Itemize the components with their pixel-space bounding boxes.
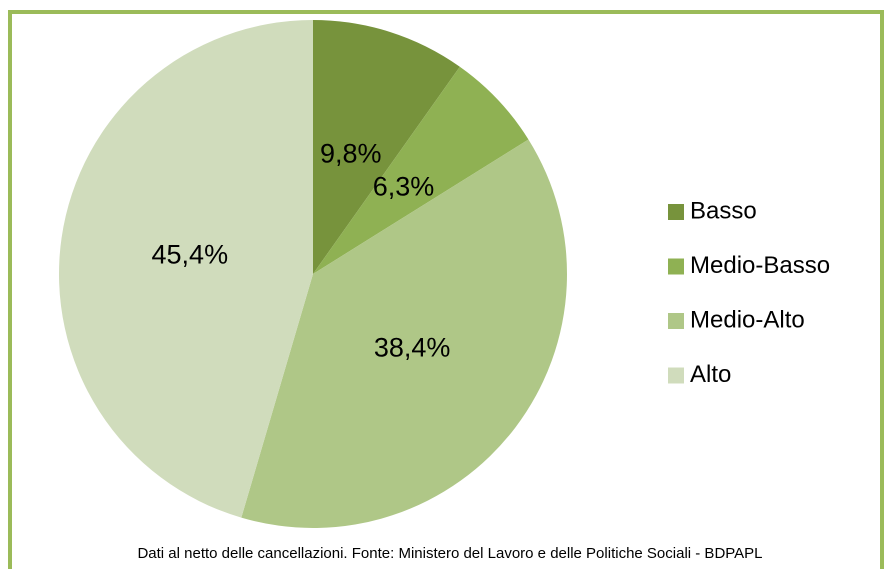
pie-slice <box>58 20 313 518</box>
pie-slice <box>241 139 567 529</box>
legend-swatch <box>668 258 684 275</box>
legend-label: Alto <box>690 361 731 388</box>
footnote: Dati al netto delle cancellazioni. Fonte… <box>137 545 762 562</box>
data-label: 45,4% <box>152 239 229 269</box>
data-label: 6,3% <box>373 172 435 202</box>
legend-label: Medio-Alto <box>690 306 805 333</box>
legend-label: Medio-Basso <box>690 252 830 279</box>
legend-swatch <box>668 204 684 220</box>
data-label: 38,4% <box>374 332 451 362</box>
pie-slice <box>313 66 529 274</box>
legend-swatch <box>668 313 684 329</box>
legend-label: Basso <box>690 197 757 224</box>
pie-slice <box>313 20 460 274</box>
legend-swatch <box>668 367 684 384</box>
data-label: 9,8% <box>320 139 382 169</box>
